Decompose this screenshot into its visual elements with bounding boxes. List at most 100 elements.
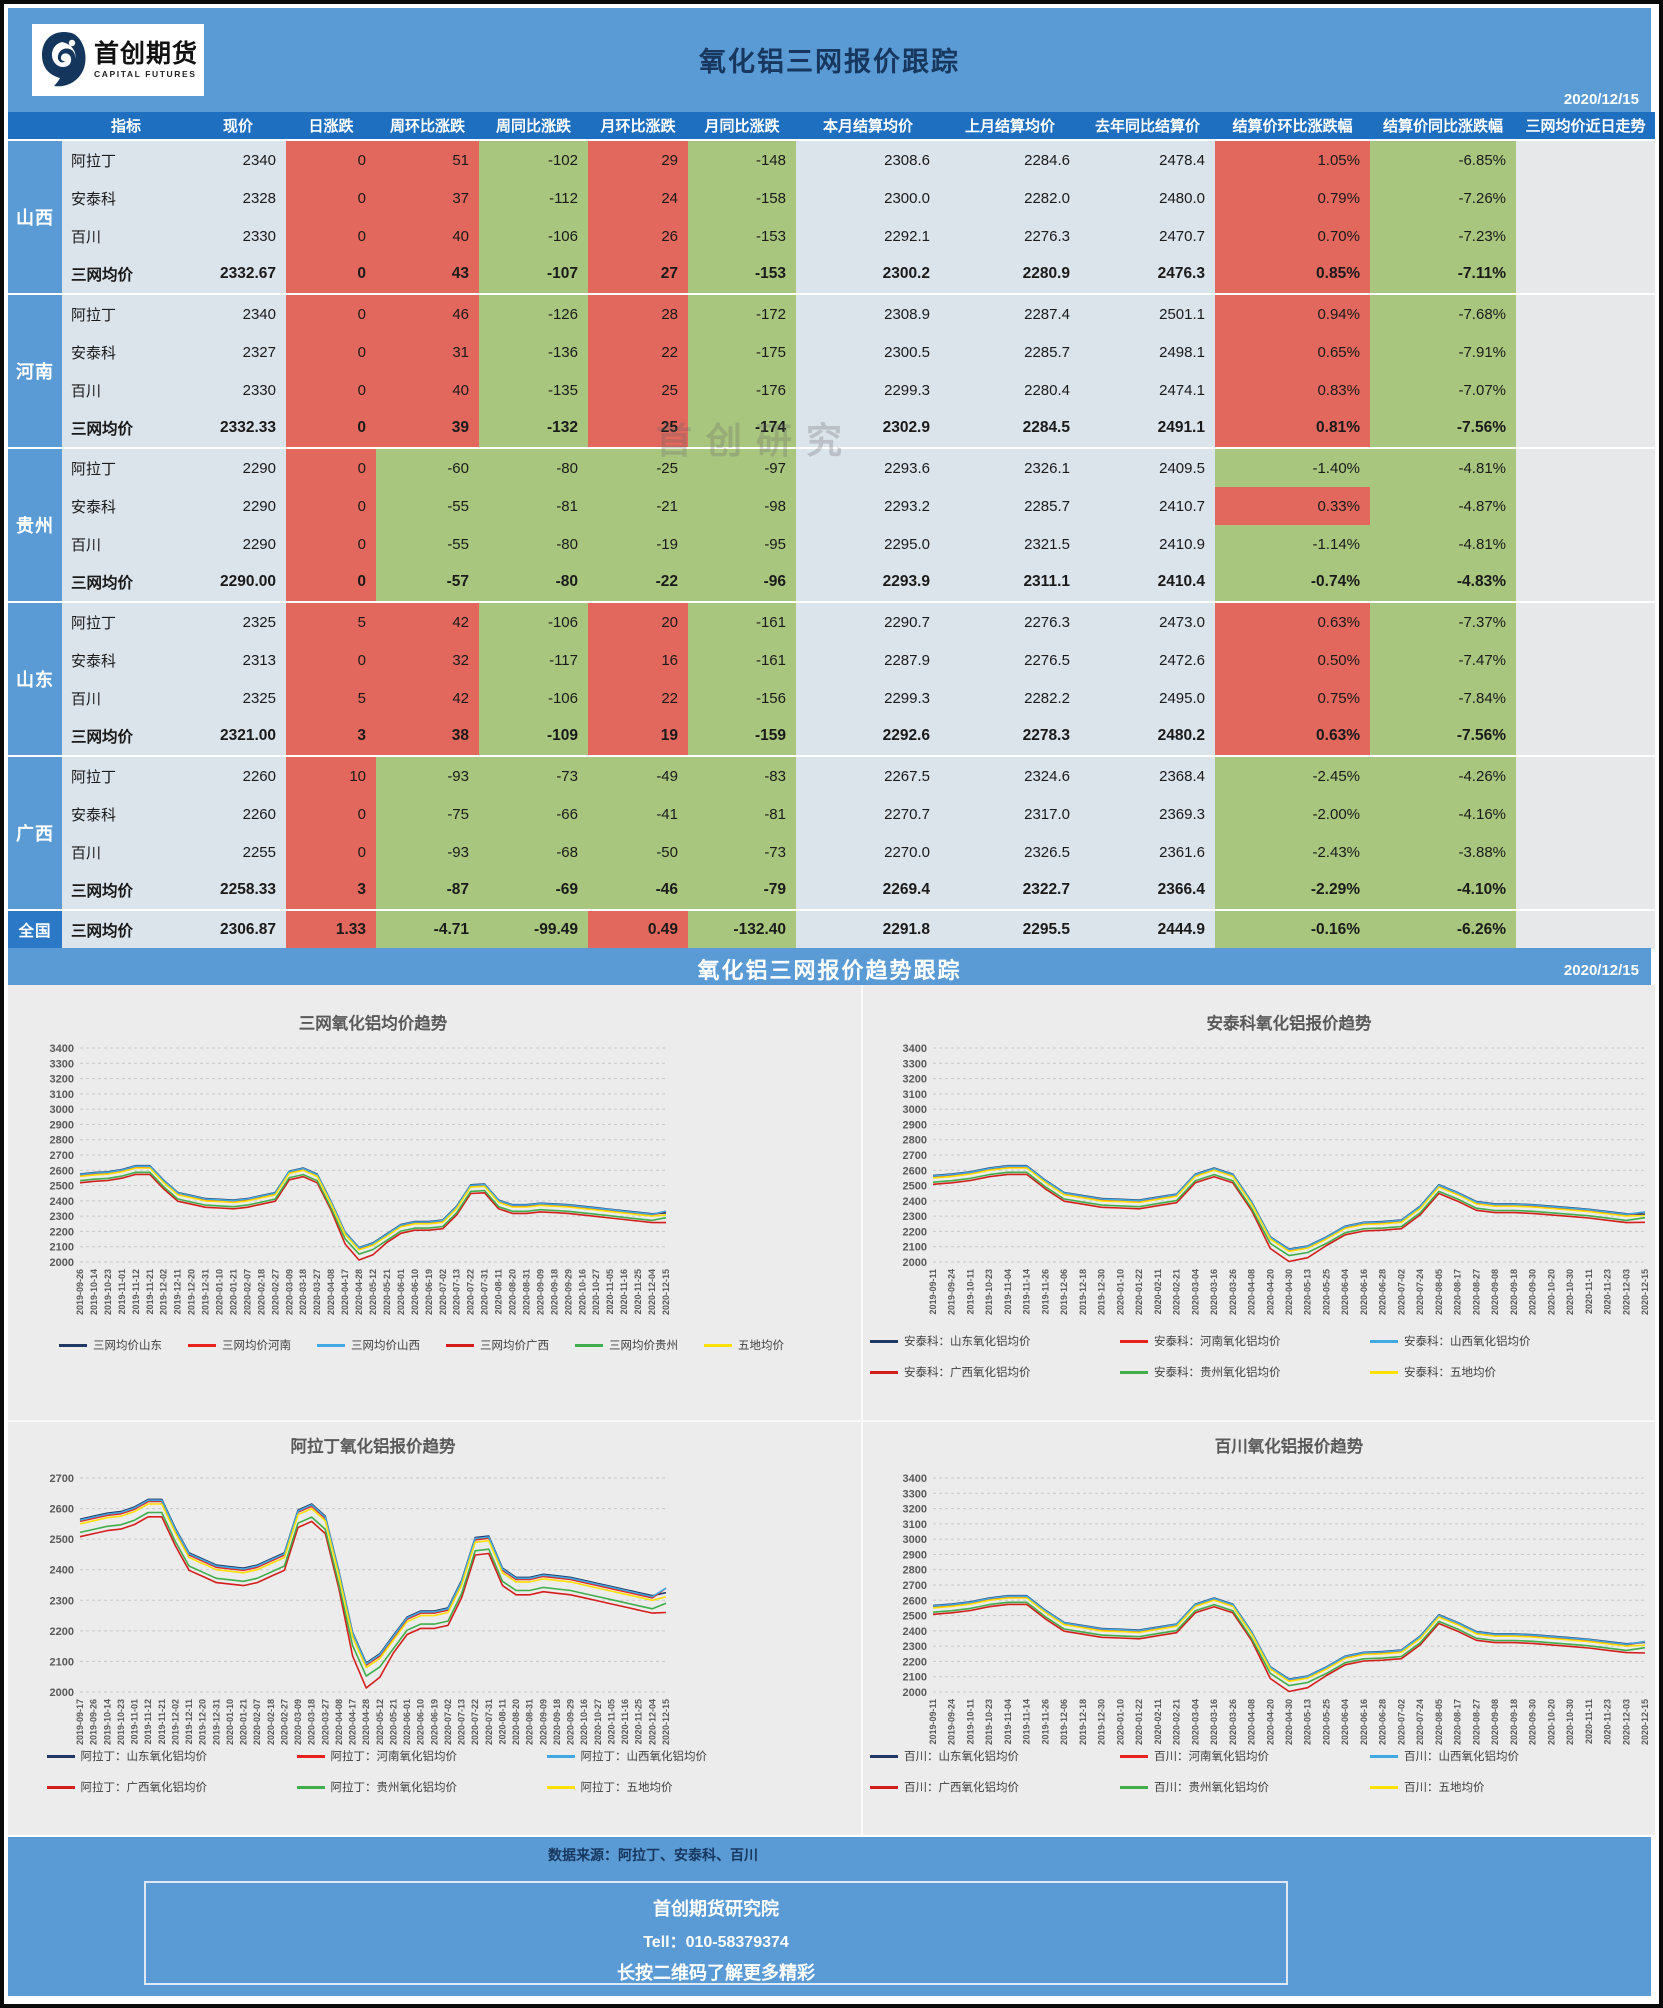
svg-text:2020-07-02: 2020-07-02	[1396, 1699, 1406, 1745]
table-row: 三网均价 2332.33 0 39 -132 25 -174 2302.9 2284.5 2491…	[8, 409, 1655, 448]
svg-text:2020-05-21: 2020-05-21	[382, 1269, 392, 1315]
svg-text:2020-02-27: 2020-02-27	[270, 1269, 280, 1315]
value-cell: 2472.6	[1080, 641, 1215, 679]
value-cell: -2.43%	[1215, 833, 1370, 871]
svg-text:2020-12-15: 2020-12-15	[661, 1269, 671, 1315]
value-cell: 2501.1	[1080, 293, 1215, 333]
value-cell: -4.87%	[1370, 487, 1516, 525]
indicator-cell: 百川	[62, 371, 190, 409]
value-cell: 2300.0	[796, 179, 940, 217]
svg-text:2020-10-27: 2020-10-27	[591, 1269, 601, 1315]
sparkline-cell	[1516, 601, 1655, 756]
value-cell: -81	[688, 795, 796, 833]
footer-org: 首创期货研究院	[653, 1899, 779, 1919]
value-cell: -109	[479, 717, 588, 756]
legend-item: 阿拉丁：山西氧化铝均价	[546, 1748, 797, 1764]
value-cell: 2290.00	[190, 563, 286, 602]
svg-text:2800: 2800	[50, 1135, 74, 1147]
svg-text:3200: 3200	[903, 1504, 927, 1516]
logo-title: 首创期货	[94, 39, 199, 68]
value-cell: -135	[479, 371, 588, 409]
svg-text:2020-08-11: 2020-08-11	[494, 1269, 504, 1315]
svg-text:2020-03-09: 2020-03-09	[284, 1269, 294, 1315]
svg-text:2020-07-22: 2020-07-22	[470, 1699, 480, 1745]
svg-text:2020-02-07: 2020-02-07	[252, 1699, 262, 1745]
value-cell: -0.16%	[1215, 909, 1370, 949]
value-cell: 0	[286, 525, 376, 563]
value-cell: 2302.9	[796, 409, 940, 448]
svg-text:百川氧化铝报价趋势: 百川氧化铝报价趋势	[1215, 1436, 1364, 1456]
table-row: 百川 2255 0 -93 -68 -50 -73 2270.0 2326.5 2361.6 -2.…	[8, 833, 1655, 871]
svg-text:2020-06-16: 2020-06-16	[1359, 1699, 1369, 1745]
svg-text:2700: 2700	[903, 1150, 927, 1162]
svg-text:2020-06-16: 2020-06-16	[1359, 1269, 1369, 1315]
legend-item: 阿拉丁：贵州氧化铝均价	[296, 1779, 547, 1795]
svg-text:2019-11-01: 2019-11-01	[130, 1699, 140, 1745]
value-cell: 2267.5	[796, 755, 940, 795]
value-cell: 2282.0	[940, 179, 1080, 217]
column-header: 月环比涨跌	[588, 112, 688, 140]
value-cell: 51	[376, 139, 479, 179]
svg-text:2020-07-22: 2020-07-22	[466, 1269, 476, 1315]
value-cell: 22	[588, 679, 688, 717]
chart-avg-trend: 2000 2100 2200 2300 2400 2500 2600 2700 2800 2900…	[8, 985, 835, 1420]
value-cell: -1.40%	[1215, 447, 1370, 487]
svg-text:2020-08-20: 2020-08-20	[508, 1269, 518, 1315]
svg-text:2020-09-30: 2020-09-30	[1528, 1269, 1538, 1315]
table-row: 百川 2330 0 40 -135 25 -176 2299.3 2280.4 2474.1 0.8…	[8, 371, 1655, 409]
value-cell: -106	[479, 217, 588, 255]
svg-text:2020-07-24: 2020-07-24	[1415, 1269, 1425, 1315]
svg-text:2300: 2300	[903, 1641, 927, 1653]
value-cell: 2369.3	[1080, 795, 1215, 833]
value-cell: 2300.2	[796, 255, 940, 294]
value-cell: 26	[588, 217, 688, 255]
value-cell: -117	[479, 641, 588, 679]
value-cell: -161	[688, 641, 796, 679]
svg-text:2020-03-04: 2020-03-04	[1190, 1269, 1200, 1315]
value-cell: 0	[286, 293, 376, 333]
value-cell: -80	[479, 525, 588, 563]
svg-text:2020-12-04: 2020-12-04	[647, 1699, 657, 1745]
svg-text:2020-09-08: 2020-09-08	[1490, 1699, 1500, 1745]
value-cell: 25	[588, 409, 688, 448]
svg-text:2020-11-05: 2020-11-05	[605, 1269, 615, 1315]
value-cell: 0.33%	[1215, 487, 1370, 525]
value-cell: 2313	[190, 641, 286, 679]
value-cell: -7.68%	[1370, 293, 1516, 333]
svg-text:2020-04-28: 2020-04-28	[354, 1269, 364, 1315]
value-cell: -7.84%	[1370, 679, 1516, 717]
svg-text:2020-02-18: 2020-02-18	[266, 1699, 276, 1745]
legend-item: 百川：广西氧化铝均价	[870, 1779, 1120, 1795]
value-cell: 2328	[190, 179, 286, 217]
value-cell: 0.94%	[1215, 293, 1370, 333]
svg-text:2500: 2500	[50, 1534, 74, 1546]
svg-text:2020-12-03: 2020-12-03	[1621, 1269, 1631, 1315]
svg-text:2020-11-23: 2020-11-23	[1603, 1269, 1613, 1315]
value-cell: 2287.9	[796, 641, 940, 679]
svg-text:2020-03-18: 2020-03-18	[298, 1269, 308, 1315]
svg-text:2019-11-21: 2019-11-21	[157, 1699, 167, 1745]
report-date: 2020/12/15	[1563, 91, 1639, 108]
price-table-container: 指标 现价 日涨跌 周环比涨跌 周同比涨跌 月环比涨跌 月同比涨跌 本月结算均价 上月结算均价去…	[8, 112, 1655, 949]
value-cell: -96	[688, 563, 796, 602]
table-row: 百川 2290 0 -55 -80 -19 -95 2295.0 2321.5 2410.9 -1.…	[8, 525, 1655, 563]
value-cell: 1.33	[286, 909, 376, 949]
indicator-cell: 安泰科	[62, 487, 190, 525]
value-cell: -7.91%	[1370, 333, 1516, 371]
legend-item: 安泰科：河南氧化铝均价	[1120, 1333, 1370, 1349]
value-cell: 0	[286, 563, 376, 602]
svg-text:2019-10-14: 2019-10-14	[102, 1699, 112, 1745]
svg-text:2020-09-09: 2020-09-09	[535, 1269, 545, 1315]
value-cell: -112	[479, 179, 588, 217]
value-cell: -175	[688, 333, 796, 371]
svg-text:2020-05-12: 2020-05-12	[375, 1699, 385, 1745]
table-row: 百川 2330 0 40 -106 26 -153 2292.1 2276.3 2470.7 0.7…	[8, 217, 1655, 255]
data-source: 数据来源：阿拉丁、安泰科、百川	[548, 1847, 758, 1863]
table-row: 三网均价 2258.33 3 -87 -69 -46 -79 2269.4 2322.7 2366…	[8, 871, 1655, 910]
svg-text:2020-09-18: 2020-09-18	[549, 1269, 559, 1315]
svg-text:2019-12-18: 2019-12-18	[1078, 1699, 1088, 1745]
charts-area: 2000 2100 2200 2300 2400 2500 2600 2700 2800 2900…	[8, 985, 1655, 1835]
indicator-cell: 三网均价	[62, 909, 190, 949]
svg-text:2300: 2300	[50, 1211, 74, 1223]
value-cell: 2332.33	[190, 409, 286, 448]
